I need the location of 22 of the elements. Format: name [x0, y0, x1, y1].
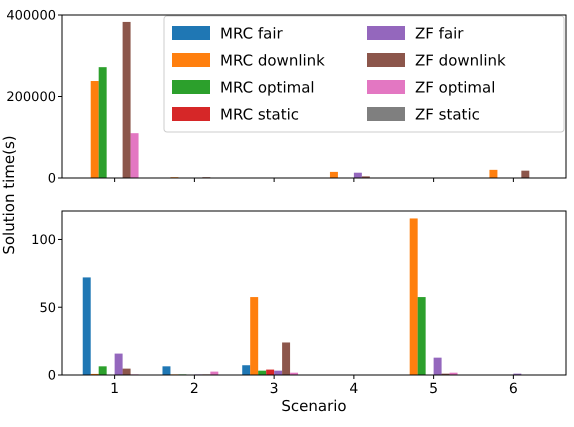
y-tick-label: 0	[48, 172, 56, 187]
legend-label: MRC static	[220, 105, 300, 124]
x-tick-label: 2	[190, 381, 199, 397]
legend-label: ZF optimal	[415, 78, 496, 96]
x-tick-label: 5	[429, 381, 438, 397]
x-axis-title: Scenario	[281, 397, 347, 415]
legend-label: MRC fair	[220, 24, 284, 42]
y-tick-label: 400000	[6, 8, 56, 24]
legend-label: ZF static	[415, 105, 480, 124]
y-axis-title: Solution time(s)	[0, 135, 18, 255]
legend-label: MRC optimal	[220, 78, 315, 96]
y-tick-label: 200000	[6, 90, 56, 106]
y-tick-label: 100	[31, 233, 56, 248]
x-tick-label: 6	[508, 381, 518, 397]
legend-label: ZF downlink	[415, 51, 506, 70]
x-tick-label: 3	[270, 381, 279, 397]
x-tick-label: 1	[110, 381, 120, 397]
y-tick-label: 0	[48, 368, 56, 384]
y-tick-label: 50	[39, 300, 56, 316]
legend-label: MRC downlink	[220, 51, 326, 70]
legend-label: ZF fair	[415, 24, 464, 42]
x-tick-label: 4	[349, 381, 358, 397]
